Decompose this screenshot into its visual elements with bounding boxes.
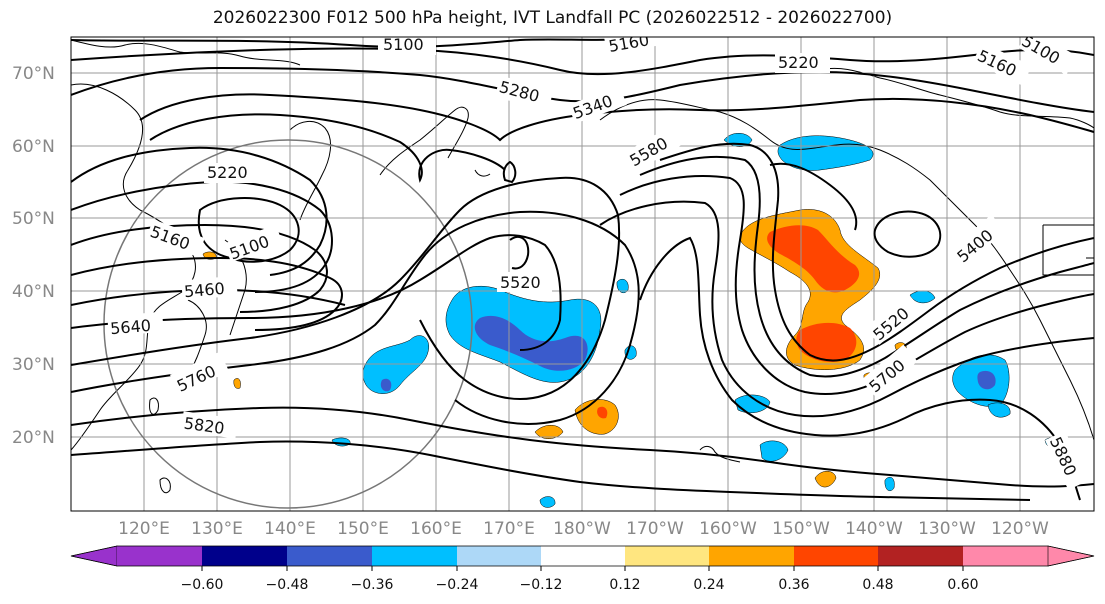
colorbar-tick-label: 0.60 xyxy=(947,577,978,593)
colorbar-tick-label: −0.12 xyxy=(520,577,563,593)
latitude-labels: 70°N 60°N 50°N 40°N 30°N 20°N xyxy=(12,64,55,448)
ivt-positive-core xyxy=(796,322,857,362)
colorbar: −0.60 −0.48 −0.36 −0.24 −0.12 0.12 0.24 … xyxy=(70,545,1095,593)
colorbar-swatch xyxy=(625,546,709,566)
contour-label: 5640 xyxy=(109,316,151,338)
lon-label: 160°E xyxy=(410,519,462,539)
ivt-negative-core xyxy=(380,378,392,392)
lon-label: 140°E xyxy=(264,519,316,539)
lon-label: 120°E xyxy=(118,519,170,539)
lat-label: 30°N xyxy=(12,355,55,375)
colorbar-swatch xyxy=(709,546,794,566)
lon-label: 170°E xyxy=(483,519,535,539)
contour-label: 5100 xyxy=(383,35,424,54)
lon-label: 140°W xyxy=(845,519,903,539)
ivt-negative-region xyxy=(884,477,895,491)
contour-label: 5220 xyxy=(778,53,819,72)
colorbar-ticks xyxy=(201,566,964,571)
colorbar-swatch xyxy=(117,546,202,566)
lon-label: 180°W xyxy=(553,519,611,539)
lon-label: 170°W xyxy=(626,519,684,539)
colorbar-swatch xyxy=(541,546,625,566)
ivt-positive-core xyxy=(597,406,608,419)
colorbar-swatch xyxy=(878,546,963,566)
lon-label: 150°W xyxy=(772,519,830,539)
ivt-positive-region xyxy=(233,378,241,389)
lon-label: 150°E xyxy=(337,519,389,539)
colorbar-arrow-left xyxy=(70,545,118,567)
colorbar-tick-label: 0.48 xyxy=(862,577,893,593)
colorbar-swatch xyxy=(372,546,457,566)
lat-label: 60°N xyxy=(12,137,55,157)
longitude-labels: 120°E 130°E 140°E 150°E 160°E 170°E 180°… xyxy=(118,519,1049,539)
colorbar-tick-label: −0.36 xyxy=(351,577,394,593)
colorbar-swatch xyxy=(457,546,541,566)
ivt-negative-core xyxy=(977,370,996,390)
colorbar-swatch xyxy=(287,546,372,566)
ivt-negative-region xyxy=(987,402,1011,418)
contour-labels: 5100 5160 5220 5280 5340 5580 5220 5160 … xyxy=(107,35,1089,490)
ivt-positive-core xyxy=(767,225,860,293)
lat-label: 20°N xyxy=(12,428,55,448)
map-frame xyxy=(70,36,1095,512)
lon-label: 160°W xyxy=(699,519,757,539)
ivt-negative-region xyxy=(616,279,629,293)
colorbar-swatch xyxy=(794,546,878,566)
ivt-positive-region xyxy=(814,471,837,488)
colorbar-swatch xyxy=(202,546,287,566)
lon-label: 130°W xyxy=(918,519,976,539)
lon-label: 130°E xyxy=(191,519,243,539)
contour-label: 5220 xyxy=(207,163,248,182)
lat-label: 70°N xyxy=(12,64,55,84)
ivt-negative-core xyxy=(474,315,588,371)
lat-label: 40°N xyxy=(12,282,55,302)
colorbar-tick-label: −0.60 xyxy=(181,577,224,593)
chart-title: 2026022300 F012 500 hPa height, IVT Land… xyxy=(212,8,893,28)
colorbar-tick-label: −0.48 xyxy=(266,577,309,593)
lon-label: 120°W xyxy=(991,519,1049,539)
lat-label: 50°N xyxy=(12,209,55,229)
ivt-negative-region xyxy=(539,496,556,508)
ivt-negative-region xyxy=(362,335,430,394)
colorbar-tick-label: −0.24 xyxy=(436,577,479,593)
colorbar-arrow-right xyxy=(1047,545,1095,567)
colorbar-tick-label: 0.12 xyxy=(609,577,640,593)
contour-label: 5520 xyxy=(500,273,541,292)
contour-label: 5460 xyxy=(183,279,225,301)
colorbar-swatch xyxy=(963,546,1048,566)
colorbar-tick-label: 0.24 xyxy=(693,577,724,593)
colorbar-tick-label: 0.36 xyxy=(778,577,809,593)
colorbar-outline xyxy=(70,545,1095,567)
ivt-positive-region xyxy=(534,425,564,439)
